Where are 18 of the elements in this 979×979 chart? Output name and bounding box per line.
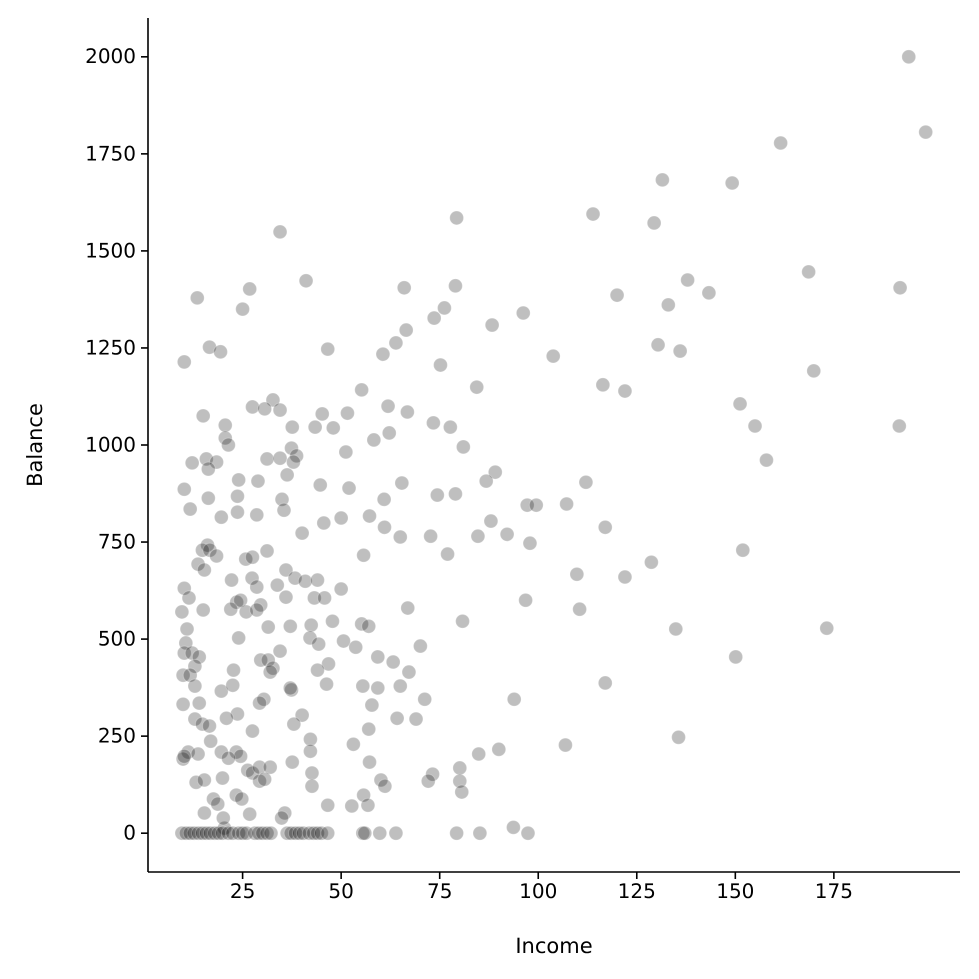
- x-tick-label: 75: [426, 879, 452, 904]
- x-tick-label: 50: [328, 879, 354, 904]
- x-tick-label: 25: [230, 879, 256, 904]
- y-tick-label: 250: [98, 724, 136, 748]
- y-tick-label: 1250: [85, 335, 136, 360]
- x-tick-label: 125: [618, 879, 656, 904]
- x-tick-label: 150: [716, 879, 754, 904]
- x-tick-label: 175: [814, 879, 853, 904]
- y-tick-label: 0: [123, 820, 136, 845]
- y-axis-title: Balance: [23, 403, 47, 487]
- y-tick-label: 1500: [85, 238, 136, 262]
- y-tick-label: 1000: [85, 432, 136, 456]
- y-tick-label: 2000: [85, 44, 136, 68]
- y-tick-label: 500: [98, 626, 136, 650]
- y-tick-label: 750: [98, 529, 136, 554]
- x-axis-title: Income: [515, 934, 593, 958]
- y-tick-label: 1750: [85, 141, 136, 166]
- x-tick-label: 100: [519, 879, 558, 904]
